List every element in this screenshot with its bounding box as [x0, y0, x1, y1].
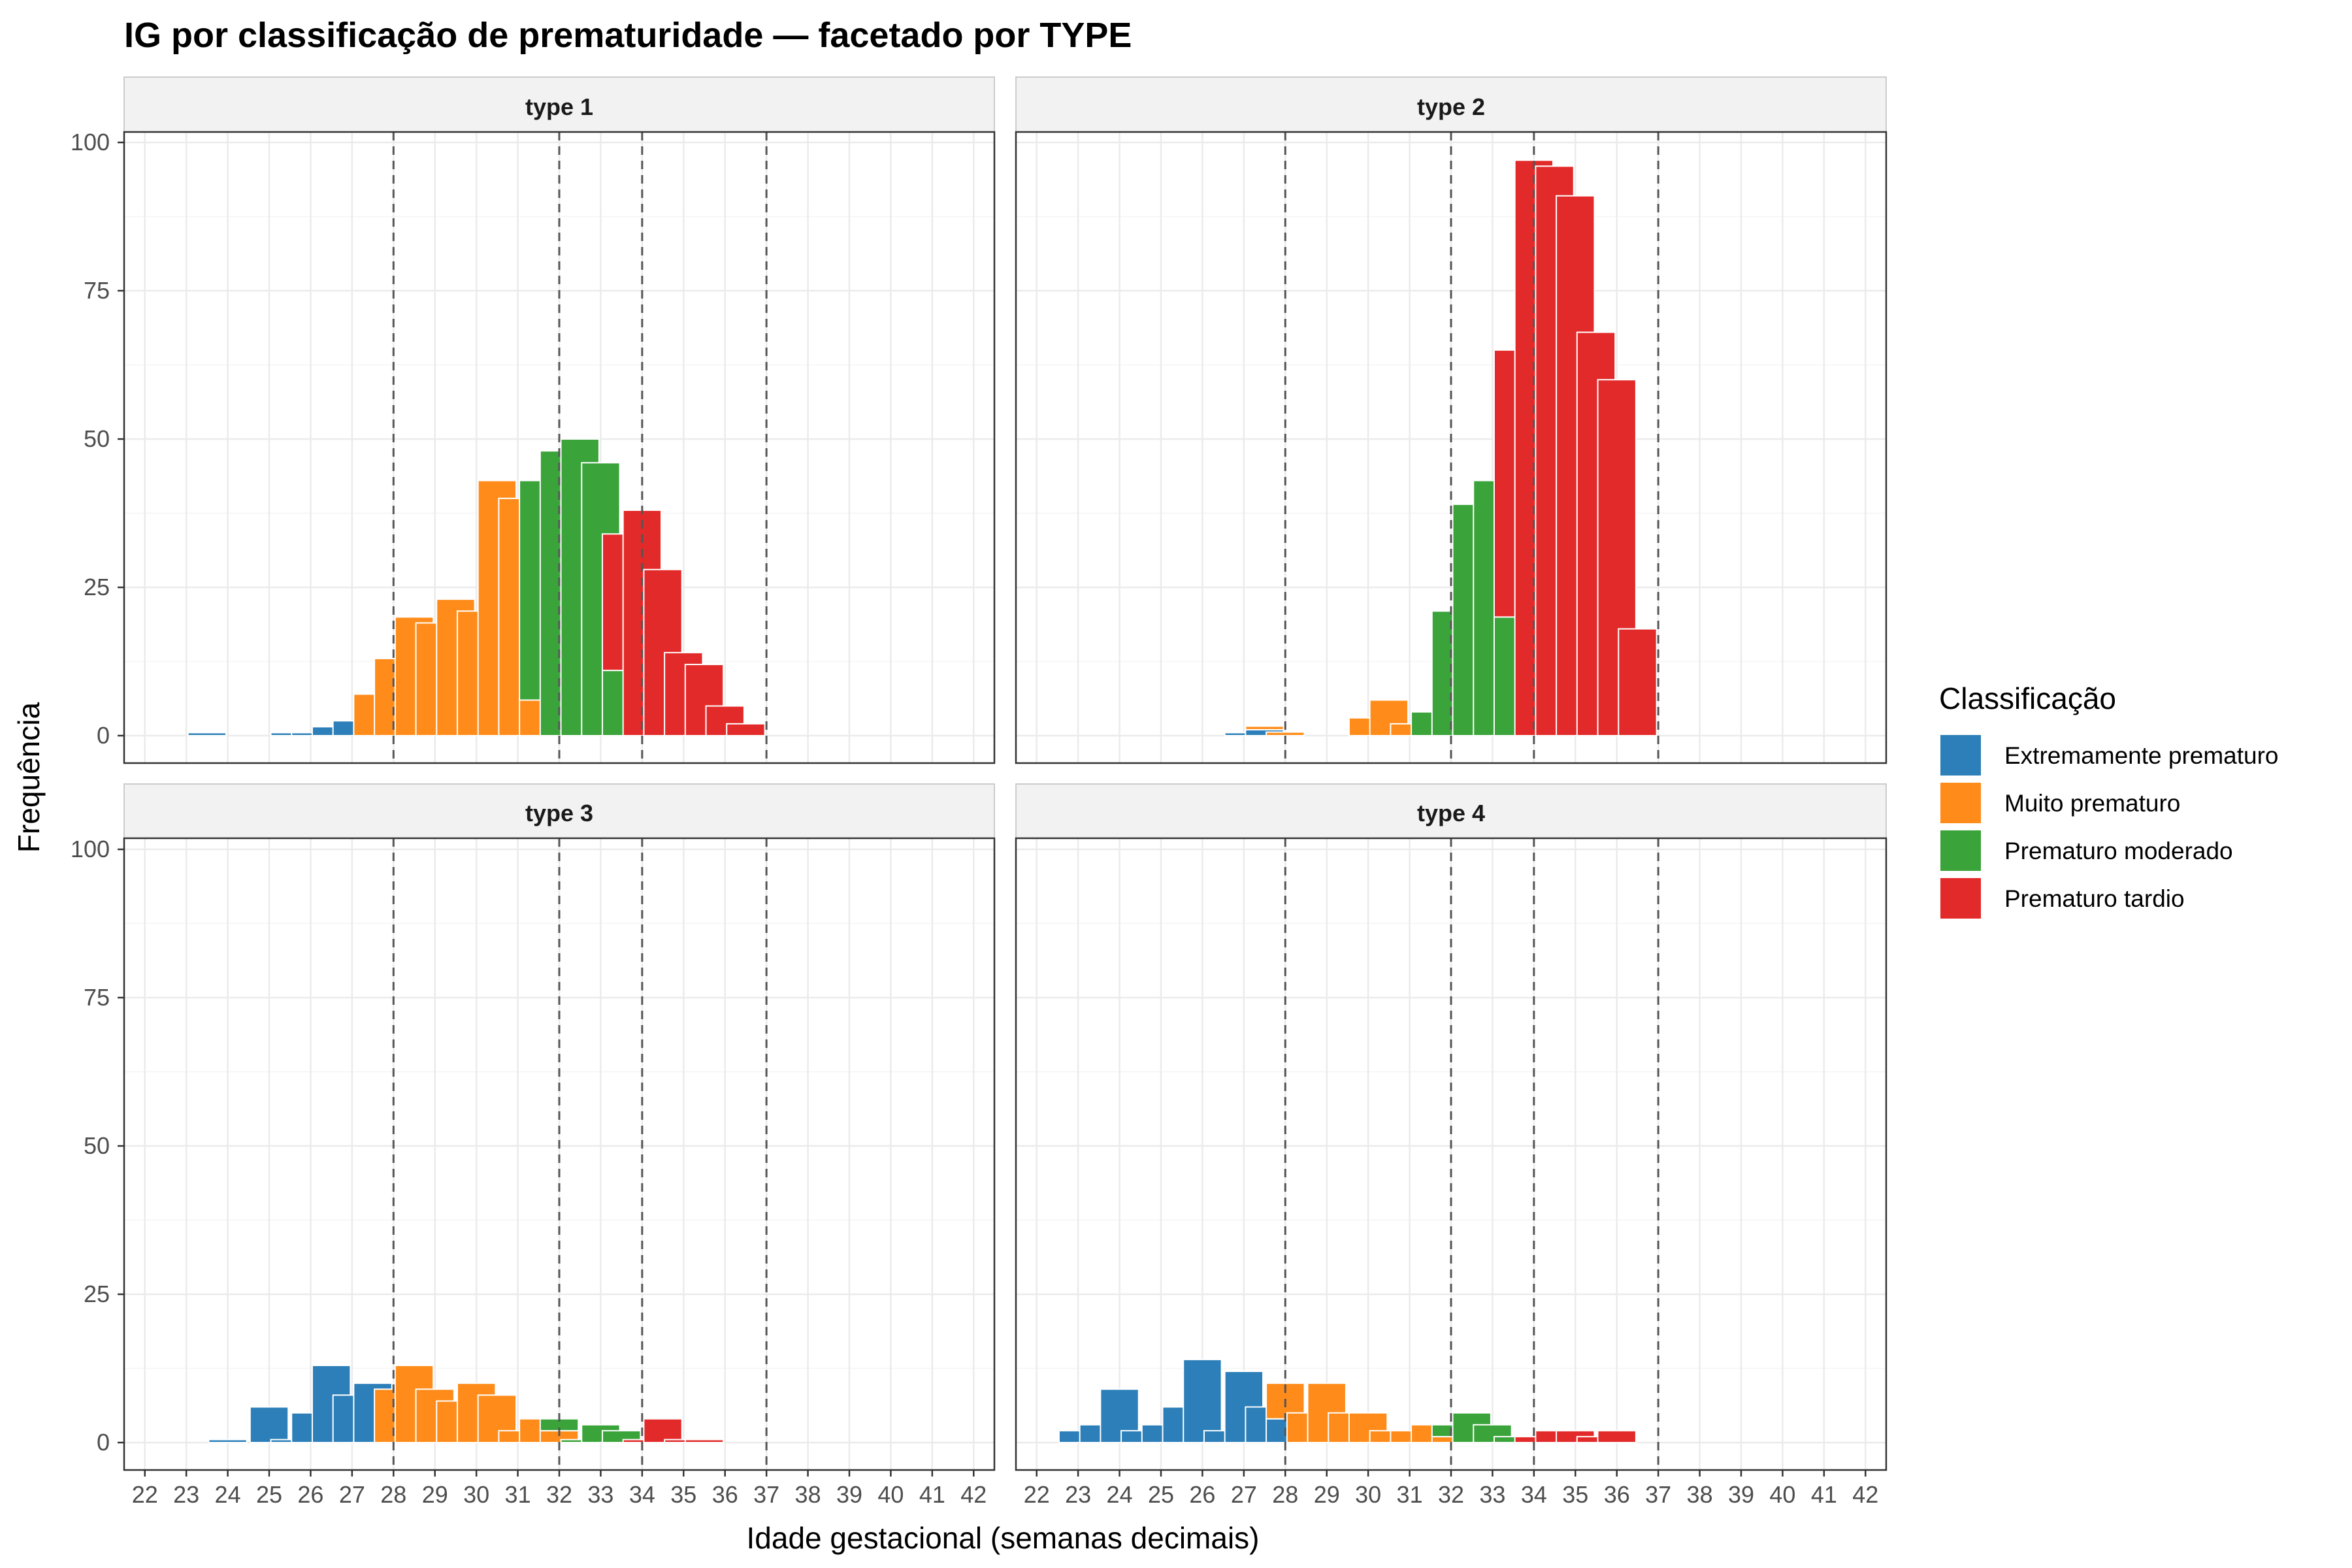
x-tick-label: 40 [877, 1481, 904, 1508]
x-tick-label: 30 [463, 1481, 489, 1508]
x-tick-label: 25 [1148, 1481, 1174, 1508]
histogram-bar [684, 1439, 725, 1443]
x-tick-label: 40 [1769, 1481, 1795, 1508]
facet-panels: type 1 0 25 50 75 100 type 2 type 3 0 25 50 75 100 22… [71, 76, 1887, 1508]
x-tick-label: 38 [1687, 1481, 1713, 1508]
histogram-bar [187, 732, 227, 736]
x-tick-label: 23 [173, 1481, 199, 1508]
x-tick-label: 37 [1645, 1481, 1671, 1508]
x-tick-label: 28 [1272, 1481, 1298, 1508]
x-tick-label: 29 [1314, 1481, 1340, 1508]
y-tick-label: 25 [84, 1281, 110, 1307]
legend: Classificação Extremamente prematuro Muit… [1939, 681, 2279, 919]
x-tick-label: 35 [1562, 1481, 1588, 1508]
y-axis-title: Frequência [12, 702, 46, 853]
x-tick-label: 34 [629, 1481, 655, 1508]
facet-strip-label: type 2 [1417, 93, 1485, 120]
y-tick-label: 100 [71, 129, 110, 155]
legend-swatch [1940, 783, 1981, 823]
y-tick-label: 50 [84, 425, 110, 452]
panel-border [123, 131, 996, 764]
y-tick-label: 50 [84, 1132, 110, 1159]
x-tick-label: 24 [1107, 1481, 1133, 1508]
histogram-bar [1597, 1429, 1637, 1444]
x-tick-label: 42 [1852, 1481, 1878, 1508]
facet-panel: type 4 22 23 24 25 26 27 28 29 30 31 32 33 34 35 36 37 38… [1015, 783, 1887, 1508]
legend-swatch [1940, 878, 1981, 919]
facet-strip [123, 783, 995, 839]
histogram-bar [249, 1406, 289, 1444]
x-tick-label: 24 [215, 1481, 241, 1508]
x-tick-label: 27 [1231, 1481, 1257, 1508]
legend-label: Prematuro moderado [2004, 838, 2233, 864]
x-tick-label: 38 [795, 1481, 821, 1508]
legend-swatch [1940, 830, 1981, 871]
legend-label: Prematuro tardio [2004, 885, 2185, 912]
facet-strip [1015, 76, 1887, 133]
x-tick-label: 25 [256, 1481, 282, 1508]
x-tick-label: 41 [919, 1481, 945, 1508]
y-tick-label: 0 [97, 1429, 110, 1456]
x-tick-label: 34 [1521, 1481, 1547, 1508]
y-tick-label: 25 [84, 574, 110, 600]
x-tick-label: 36 [1604, 1481, 1630, 1508]
facet-strip-label: type 4 [1417, 800, 1485, 826]
x-tick-label: 39 [1728, 1481, 1754, 1508]
x-tick-label: 42 [960, 1481, 987, 1508]
x-tick-label: 36 [712, 1481, 738, 1508]
x-tick-label: 30 [1355, 1481, 1381, 1508]
x-tick-label: 32 [1438, 1481, 1464, 1508]
legend-swatch [1940, 735, 1981, 776]
histogram-bar [643, 1418, 683, 1443]
x-tick-label: 35 [670, 1481, 696, 1508]
x-tick-label: 26 [297, 1481, 323, 1508]
x-tick-label: 32 [546, 1481, 572, 1508]
x-tick-label: 22 [132, 1481, 158, 1508]
legend-label: Extremamente prematuro [2004, 742, 2279, 769]
y-tick-label: 75 [84, 277, 110, 304]
legend-label: Muito prematuro [2004, 790, 2180, 817]
x-tick-label: 31 [505, 1481, 531, 1508]
y-tick-label: 100 [71, 836, 110, 862]
panel-border [1015, 131, 1887, 764]
facet-strip-label: type 3 [525, 800, 593, 826]
histogram-bar [726, 723, 766, 736]
legend-title: Classificação [1939, 681, 2116, 715]
x-axis-title: Idade gestacional (semanas decimais) [747, 1521, 1260, 1555]
facet-panel: type 3 0 25 50 75 100 22 23 24 25 26 27 28 29 30 31 32 33… [71, 783, 996, 1508]
facet-panel: type 1 0 25 50 75 100 [71, 76, 996, 764]
histogram-bar [208, 1439, 248, 1443]
histogram-bar [1266, 731, 1305, 737]
y-tick-label: 75 [84, 984, 110, 1011]
histogram-bar [1183, 1358, 1222, 1443]
facet-strip [123, 76, 995, 133]
x-tick-label: 26 [1189, 1481, 1215, 1508]
x-tick-label: 29 [422, 1481, 448, 1508]
facet-panel: type 2 [1015, 76, 1887, 764]
x-tick-label: 39 [836, 1481, 862, 1508]
facet-strip [1015, 783, 1887, 839]
histogram-bar [1100, 1388, 1139, 1444]
x-tick-label: 33 [1479, 1481, 1505, 1508]
histogram-bar [1618, 628, 1658, 736]
x-tick-label: 28 [380, 1481, 406, 1508]
x-tick-label: 41 [1811, 1481, 1837, 1508]
chart-title: IG por classificação de prematuridade — … [124, 16, 1132, 55]
facet-strip-label: type 1 [525, 93, 593, 120]
x-tick-label: 22 [1024, 1481, 1050, 1508]
y-tick-label: 0 [97, 722, 110, 749]
x-tick-label: 31 [1397, 1481, 1423, 1508]
x-tick-label: 27 [339, 1481, 365, 1508]
x-tick-label: 23 [1065, 1481, 1091, 1508]
x-tick-label: 37 [753, 1481, 779, 1508]
x-tick-label: 33 [587, 1481, 613, 1508]
histogram-bar [1245, 725, 1284, 730]
